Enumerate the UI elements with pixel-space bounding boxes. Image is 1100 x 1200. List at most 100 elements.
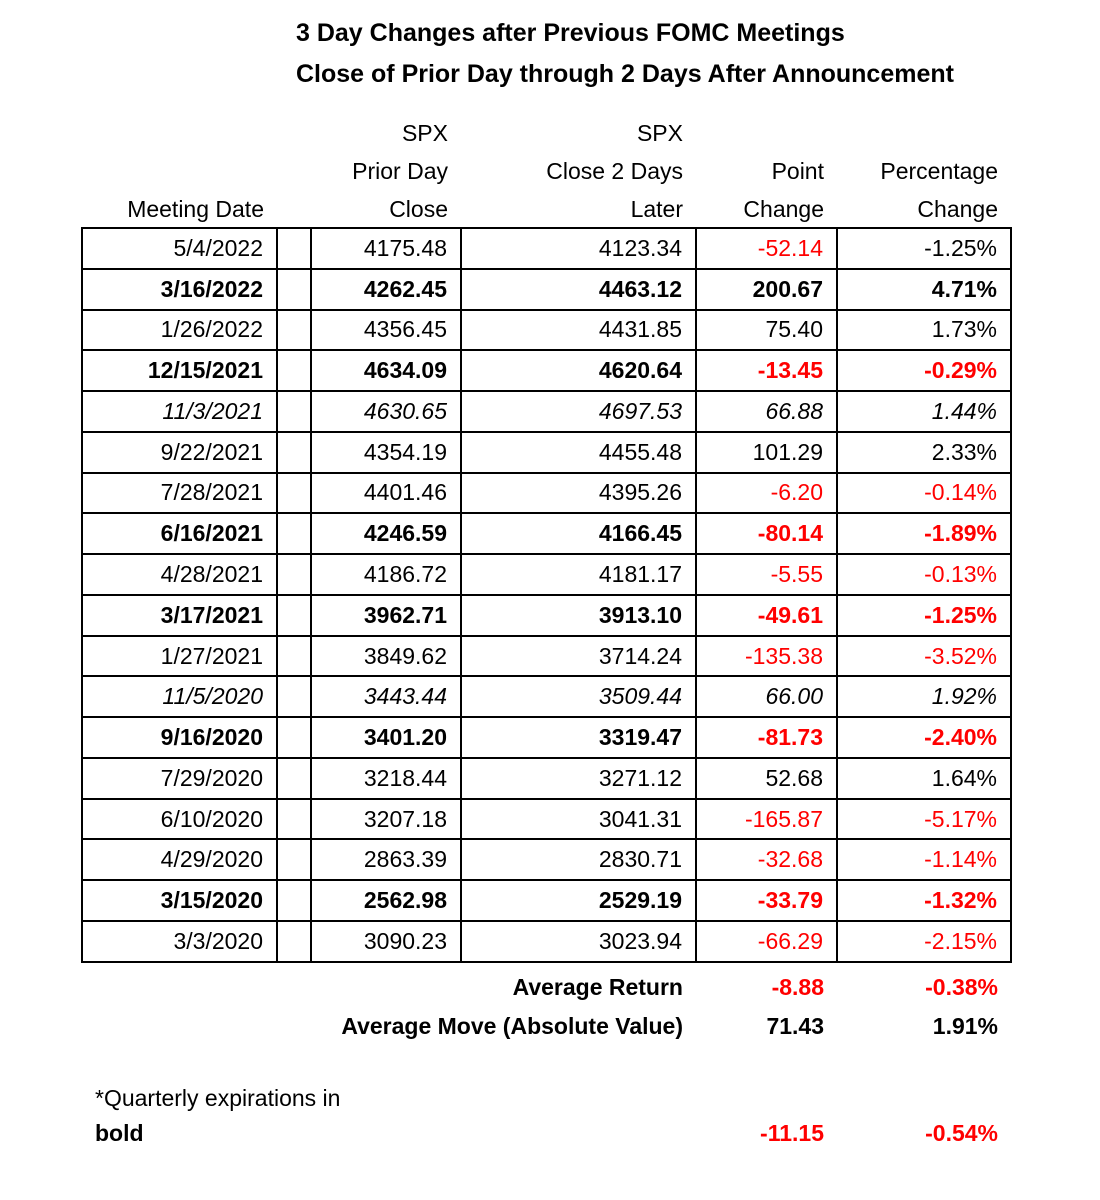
cell-pct-change: -3.52% bbox=[838, 636, 1012, 678]
cell-close-2days: 4123.34 bbox=[462, 229, 697, 270]
column-headers: SPX SPX Prior Day Close 2 Days Point Per… bbox=[83, 114, 1012, 228]
cell-point-change: 52.68 bbox=[697, 758, 838, 800]
cell-date: 3/15/2020 bbox=[83, 881, 278, 923]
spacer-cell bbox=[278, 881, 312, 923]
fomc-data-table: 5/4/2022 4175.48 4123.34 -52.14 -1.25% 3/16/2… bbox=[81, 227, 1012, 963]
cell-point-change: -81.73 bbox=[697, 718, 838, 759]
cell-close-2days: 4181.17 bbox=[462, 555, 697, 596]
cell-prior-close: 3443.44 bbox=[312, 677, 462, 719]
cell-close-2days: 4620.64 bbox=[462, 351, 697, 393]
cell-point-change: -6.20 bbox=[697, 473, 838, 515]
footnote: *Quarterly expirations in bold -11.15 -0… bbox=[83, 1081, 1012, 1151]
footnote-line-1: *Quarterly expirations in bbox=[95, 1085, 341, 1111]
cell-date: 1/27/2021 bbox=[83, 636, 278, 678]
spacer-cell bbox=[278, 514, 312, 556]
summary-average-move-point: 71.43 bbox=[766, 1013, 824, 1039]
cell-pct-change: -2.40% bbox=[838, 718, 1012, 759]
spacer-cell bbox=[278, 269, 312, 311]
footnote-line-2: bold bbox=[95, 1120, 144, 1146]
spacer-cell bbox=[278, 718, 312, 759]
cell-date: 6/16/2021 bbox=[83, 514, 278, 556]
col-header-meeting-date: Meeting Date bbox=[127, 195, 264, 222]
col-header-spx-prior: SPX bbox=[401, 119, 448, 146]
cell-prior-close: 4246.59 bbox=[312, 514, 462, 556]
cell-close-2days: 4455.48 bbox=[462, 432, 697, 474]
spacer-cell bbox=[278, 229, 312, 270]
spacer-cell bbox=[278, 351, 312, 393]
cell-prior-close: 4186.72 bbox=[312, 555, 462, 596]
col-header-prior-day: Prior Day bbox=[352, 157, 448, 184]
cell-point-change: -13.45 bbox=[697, 351, 838, 393]
cell-date: 11/5/2020 bbox=[83, 677, 278, 719]
cell-prior-close: 2562.98 bbox=[312, 881, 462, 923]
cell-close-2days: 4166.45 bbox=[462, 514, 697, 556]
cell-prior-close: 3207.18 bbox=[312, 799, 462, 841]
cell-point-change: 200.67 bbox=[697, 269, 838, 311]
spacer-cell bbox=[838, 1081, 1012, 1116]
cell-date: 6/10/2020 bbox=[83, 799, 278, 841]
cell-pct-change: 1.64% bbox=[838, 758, 1012, 800]
cell-prior-close: 3218.44 bbox=[312, 758, 462, 800]
cell-prior-close: 4356.45 bbox=[312, 310, 462, 352]
cell-pct-change: 4.71% bbox=[838, 269, 1012, 311]
col-header-percentage: Percentage bbox=[880, 157, 998, 184]
cell-date: 3/16/2022 bbox=[83, 269, 278, 311]
footnote-pct-value: -0.54% bbox=[925, 1120, 998, 1146]
cell-prior-close: 2863.39 bbox=[312, 840, 462, 882]
cell-date: 7/29/2020 bbox=[83, 758, 278, 800]
page-title: 3 Day Changes after Previous FOMC Meetin… bbox=[296, 13, 954, 95]
spacer-cell bbox=[278, 677, 312, 719]
col-header-change-pct: Change bbox=[917, 195, 998, 222]
cell-pct-change: -0.14% bbox=[838, 473, 1012, 515]
cell-point-change: -165.87 bbox=[697, 799, 838, 841]
cell-point-change: -5.55 bbox=[697, 555, 838, 596]
cell-point-change: -135.38 bbox=[697, 636, 838, 678]
col-header-close: Close bbox=[389, 195, 448, 222]
cell-pct-change: -1.32% bbox=[838, 881, 1012, 923]
col-header-spx-later: SPX bbox=[636, 119, 683, 146]
cell-prior-close: 4634.09 bbox=[312, 351, 462, 393]
cell-pct-change: -2.15% bbox=[838, 922, 1012, 963]
cell-point-change: -32.68 bbox=[697, 840, 838, 882]
cell-prior-close: 3849.62 bbox=[312, 636, 462, 678]
cell-point-change: -52.14 bbox=[697, 229, 838, 270]
cell-pct-change: 1.92% bbox=[838, 677, 1012, 719]
cell-close-2days: 3319.47 bbox=[462, 718, 697, 759]
spacer-cell bbox=[278, 758, 312, 800]
cell-point-change: -66.29 bbox=[697, 922, 838, 963]
spacer-cell bbox=[278, 392, 312, 433]
col-header-close-2-days: Close 2 Days bbox=[546, 157, 683, 184]
cell-date: 9/16/2020 bbox=[83, 718, 278, 759]
cell-date: 3/3/2020 bbox=[83, 922, 278, 963]
cell-point-change: 101.29 bbox=[697, 432, 838, 474]
col-header-change-point: Change bbox=[743, 195, 824, 222]
cell-date: 4/29/2020 bbox=[83, 840, 278, 882]
footnote-point-value: -11.15 bbox=[760, 1120, 824, 1146]
cell-point-change: 66.88 bbox=[697, 392, 838, 433]
cell-prior-close: 4630.65 bbox=[312, 392, 462, 433]
cell-close-2days: 4463.12 bbox=[462, 269, 697, 311]
cell-point-change: -49.61 bbox=[697, 595, 838, 637]
cell-close-2days: 3913.10 bbox=[462, 595, 697, 637]
cell-point-change: 75.40 bbox=[697, 310, 838, 352]
cell-point-change: -80.14 bbox=[697, 514, 838, 556]
summary-average-move-pct: 1.91% bbox=[932, 1013, 998, 1039]
summary-average-return-point: -8.88 bbox=[771, 974, 824, 1000]
cell-pct-change: -0.29% bbox=[838, 351, 1012, 393]
cell-close-2days: 2830.71 bbox=[462, 840, 697, 882]
spacer-cell bbox=[278, 922, 312, 963]
cell-close-2days: 3271.12 bbox=[462, 758, 697, 800]
cell-point-change: 66.00 bbox=[697, 677, 838, 719]
cell-pct-change: 1.44% bbox=[838, 392, 1012, 433]
col-header-point: Point bbox=[771, 157, 824, 184]
cell-close-2days: 3023.94 bbox=[462, 922, 697, 963]
cell-close-2days: 4395.26 bbox=[462, 473, 697, 515]
col-header-later: Later bbox=[630, 195, 683, 222]
cell-pct-change: -0.13% bbox=[838, 555, 1012, 596]
cell-date: 1/26/2022 bbox=[83, 310, 278, 352]
cell-prior-close: 3962.71 bbox=[312, 595, 462, 637]
cell-prior-close: 4262.45 bbox=[312, 269, 462, 311]
cell-close-2days: 4431.85 bbox=[462, 310, 697, 352]
cell-close-2days: 3041.31 bbox=[462, 799, 697, 841]
